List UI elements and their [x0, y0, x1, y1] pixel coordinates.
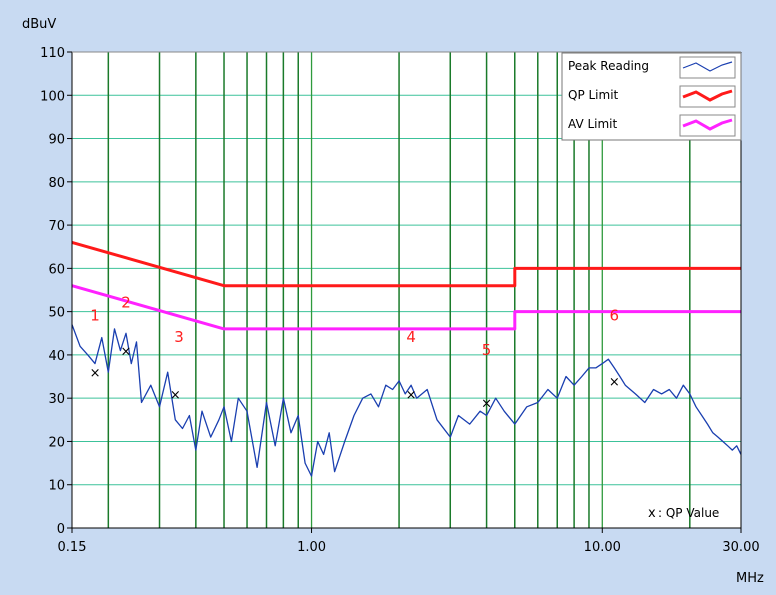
- peak-annotation-3: 3: [174, 328, 184, 346]
- qp-value-marker: ×: [609, 375, 620, 390]
- y-tick-label: 100: [40, 89, 65, 104]
- y-tick-label: 10: [48, 479, 65, 494]
- legend-swatch-line: [682, 118, 733, 131]
- peak-annotation-6: 6: [610, 306, 620, 324]
- y-tick-label: 90: [48, 133, 65, 148]
- qp-value-legend: x : QP Value: [648, 506, 719, 521]
- qp-legend-marker: x: [648, 506, 656, 521]
- axis-layer: 0 10 20 30 40 50 60 70 80 90 100 110 0.15 1.00 10.00 30…: [40, 46, 759, 555]
- y-tick-label: 30: [48, 392, 65, 407]
- x-tick-label: 30.00: [722, 540, 759, 555]
- legend-swatch-box: [679, 56, 736, 79]
- peak-reading-line: [71, 324, 742, 477]
- y-axis-label: dBuV: [22, 17, 56, 32]
- qp-limit-line: [71, 240, 741, 288]
- legend-label: AV Limit: [568, 117, 618, 131]
- av-limit-line: [71, 284, 741, 331]
- y-tick-label: 60: [48, 262, 65, 277]
- series-layer: [71, 240, 742, 477]
- qp-value-marker: ×: [481, 397, 492, 412]
- peak-annotation-5: 5: [482, 341, 492, 359]
- peak-annotation-1: 1: [90, 306, 100, 324]
- legend: Peak Reading QP Limit AV Limit: [561, 52, 742, 141]
- y-tick-label: 20: [48, 435, 65, 450]
- legend-label: QP Limit: [568, 88, 619, 102]
- y-tick-label: 110: [40, 46, 65, 61]
- peak-annotation-4: 4: [406, 328, 416, 346]
- y-tick-label: 70: [48, 219, 65, 234]
- legend-swatch-line: [682, 61, 733, 72]
- y-tick-label: 80: [48, 176, 65, 191]
- x-tick-label: 0.15: [58, 540, 87, 555]
- peak-annotation-2: 2: [121, 293, 131, 311]
- y-tick-label: 0: [57, 522, 65, 537]
- y-tick-label: 50: [48, 306, 65, 321]
- legend-swatch-box: [679, 85, 736, 108]
- qp-marker-layer: × × × × × × 1 2 3 4 5 6: [90, 293, 620, 411]
- legend-swatch-box: [679, 114, 736, 137]
- qp-value-marker: ×: [121, 345, 132, 360]
- legend-label: Peak Reading: [568, 59, 649, 73]
- x-axis-label: MHz: [736, 571, 764, 586]
- qp-value-marker: ×: [170, 388, 181, 403]
- y-tick-label: 40: [48, 349, 65, 364]
- x-tick-label: 1.00: [297, 540, 326, 555]
- qp-legend-label: : QP Value: [658, 506, 719, 520]
- x-tick-label: 10.00: [584, 540, 621, 555]
- qp-value-marker: ×: [406, 388, 417, 403]
- legend-swatch-line: [682, 89, 733, 102]
- qp-value-marker: ×: [90, 366, 101, 381]
